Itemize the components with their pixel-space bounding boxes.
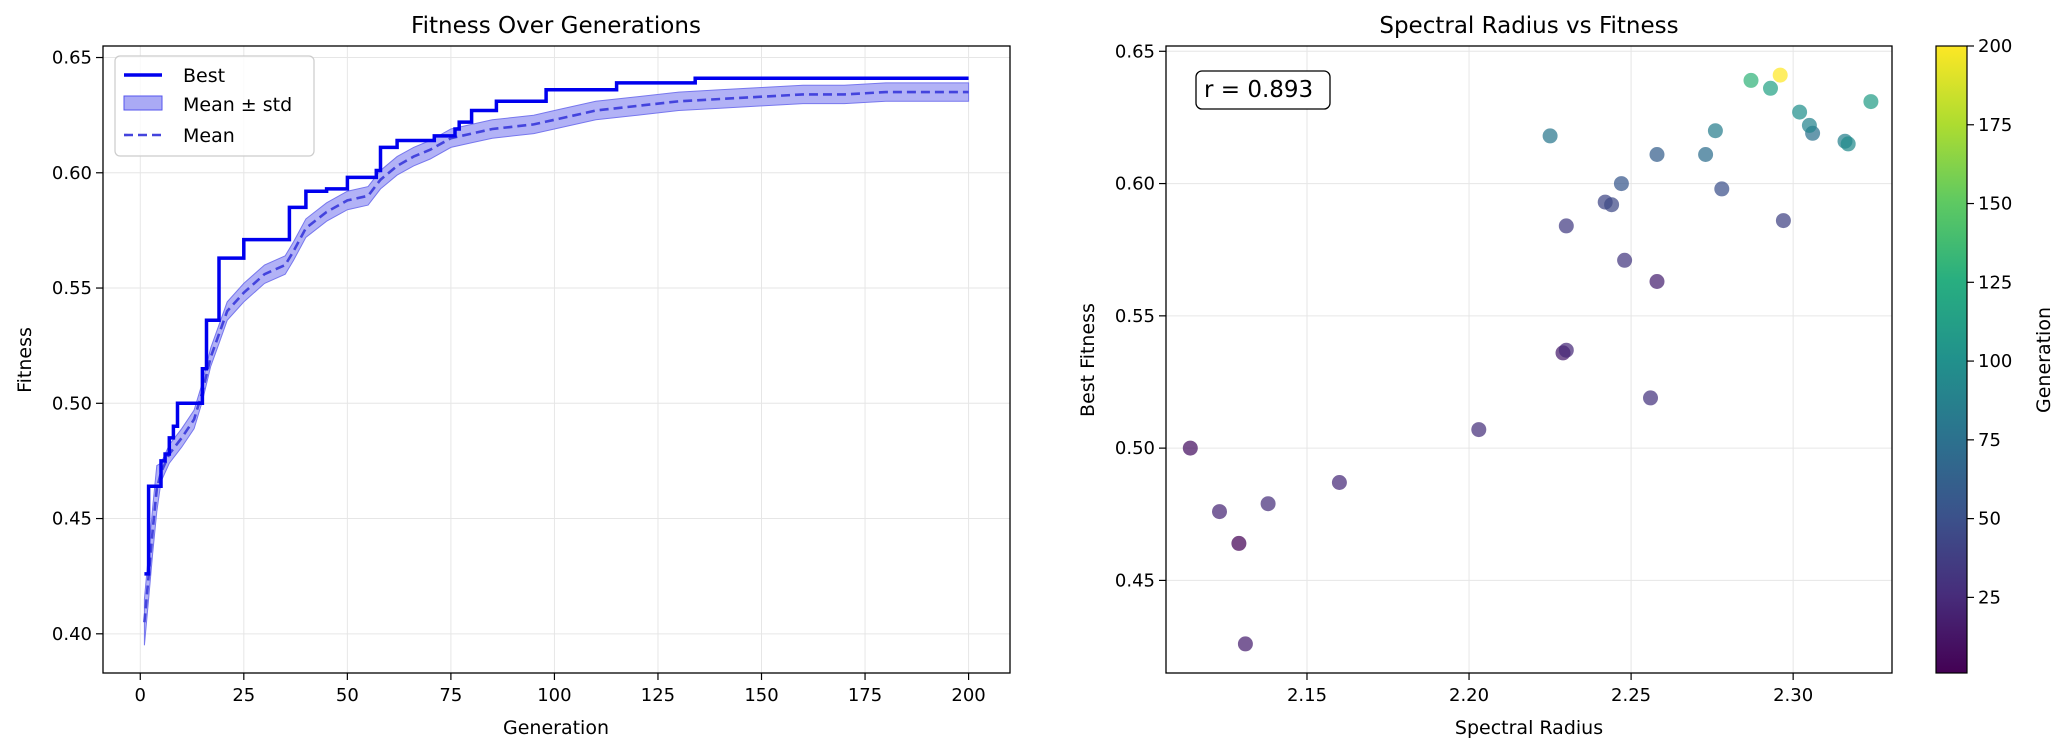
- colorbar: 25 50 75 100 125 150 175 200 Generation: [1935, 36, 2055, 674]
- colorbar-tick-label: 100: [1978, 351, 2012, 372]
- legend-band-label: Mean ± std: [183, 94, 292, 116]
- scatter-point: [1792, 104, 1808, 120]
- grid: [1166, 46, 1892, 673]
- scatter-point: [1801, 117, 1817, 133]
- y-axis-label: Fitness: [14, 327, 36, 393]
- scatter-point: [1617, 252, 1633, 268]
- colorbar-tick-label: 125: [1978, 272, 2012, 293]
- legend: Best Mean ± std Mean: [114, 55, 315, 157]
- scatter-point: [1231, 535, 1247, 551]
- colorbar-tick-label: 200: [1978, 36, 2012, 57]
- y-tick-label: 0.60: [1115, 174, 1155, 195]
- colorbar-gradient: [1935, 45, 1968, 674]
- axis-ticks: 0 25 50 75 100 125 150 175 200 0.40 0.45 0.50 0.55 0.…: [52, 48, 986, 706]
- colorbar-tick-label: 25: [1978, 587, 2001, 608]
- x-tick-label: 2.20: [1449, 685, 1489, 706]
- plot-frame: [1165, 45, 1893, 674]
- mean-line: [143, 90, 969, 623]
- plot-frame: [102, 45, 1011, 674]
- colorbar-tick-label: 50: [1978, 509, 2001, 530]
- x-tick-label: 0: [135, 685, 146, 706]
- colorbar-tick-label: 75: [1978, 430, 2001, 451]
- scatter-point: [1331, 475, 1347, 490]
- scatter-point: [1542, 128, 1558, 144]
- scatter-point: [1471, 422, 1487, 438]
- scatter-point: [1212, 504, 1227, 520]
- y-tick-label: 0.40: [52, 624, 92, 645]
- x-tick-label: 125: [641, 685, 675, 706]
- scatter-point: [1707, 123, 1723, 139]
- scatter-point: [1613, 176, 1629, 192]
- colorbar-ticks: 25 50 75 100 125 150 175 200: [1967, 36, 2012, 608]
- legend-band-swatch: [123, 95, 163, 111]
- scatter-point: [1714, 181, 1730, 197]
- x-tick-label: 2.30: [1773, 685, 1813, 706]
- scatter-point: [1775, 213, 1791, 229]
- annotation-box: [1195, 70, 1331, 110]
- scatter-point: [1182, 440, 1198, 456]
- colorbar-tick-label: 150: [1978, 194, 2012, 215]
- x-tick-label: 175: [848, 685, 882, 706]
- colorbar-label: Generation: [2033, 307, 2055, 413]
- legend-best-label: Best: [183, 65, 225, 87]
- plot-marks: [1182, 67, 1879, 652]
- scatter-point: [1649, 274, 1665, 289]
- mean-std-band: [143, 82, 970, 646]
- correlation-annotation: r = 0.893: [1195, 70, 1331, 110]
- x-tick-label: 50: [336, 685, 359, 706]
- scatter-point: [1763, 80, 1778, 96]
- scatter-point: [1558, 218, 1574, 234]
- scatter-point: [1863, 94, 1879, 110]
- x-tick-label: 25: [232, 685, 255, 706]
- x-tick-label: 150: [744, 685, 778, 706]
- best-line: [144, 76, 969, 576]
- x-tick-label: 100: [537, 685, 571, 706]
- x-tick-label: 2.15: [1287, 685, 1327, 706]
- x-tick-label: 200: [951, 685, 985, 706]
- scatter-point: [1604, 197, 1620, 213]
- scatter-point: [1260, 496, 1276, 512]
- legend-box: [114, 55, 315, 157]
- y-tick-label: 0.55: [1115, 306, 1155, 327]
- x-axis-label: Spectral Radius: [1455, 717, 1603, 739]
- chart-title: Fitness Over Generations: [411, 13, 701, 39]
- y-tick-label: 0.45: [1115, 570, 1155, 591]
- y-tick-label: 0.50: [52, 393, 92, 414]
- scatter-point: [1643, 390, 1658, 406]
- x-tick-label: 75: [439, 685, 462, 706]
- scatter-point: [1840, 136, 1856, 152]
- y-tick-label: 0.65: [1115, 41, 1155, 62]
- y-axis-label: Best Fitness: [1077, 303, 1099, 417]
- spectral-radius-vs-fitness-chart: 2.15 2.20 2.25 2.30 0.45 0.50 0.55 0.60 0.65 Spe…: [1077, 13, 2055, 739]
- chart-title: Spectral Radius vs Fitness: [1379, 13, 1678, 39]
- scatter-point: [1237, 636, 1253, 652]
- scatter-point: [1698, 147, 1714, 162]
- scatter-point: [1772, 67, 1788, 83]
- fitness-over-generations-chart: 0 25 50 75 100 125 150 175 200 0.40 0.45 0.50 0.55 0.…: [14, 13, 1011, 739]
- plot-marks: [143, 76, 970, 646]
- grid: [103, 46, 1010, 673]
- y-tick-label: 0.55: [52, 278, 92, 299]
- scatter-point: [1558, 342, 1574, 358]
- colorbar-tick-label: 175: [1978, 115, 2012, 136]
- y-tick-label: 0.60: [52, 163, 92, 184]
- y-tick-label: 0.65: [52, 48, 92, 69]
- annotation-text: r = 0.893: [1204, 77, 1313, 103]
- y-tick-label: 0.45: [52, 509, 92, 530]
- scatter-point: [1743, 72, 1759, 88]
- scatter-point: [1649, 147, 1665, 162]
- legend-mean-label: Mean: [183, 125, 235, 147]
- x-tick-label: 2.25: [1611, 685, 1651, 706]
- y-tick-label: 0.50: [1115, 438, 1155, 459]
- x-axis-label: Generation: [503, 717, 609, 739]
- axis-ticks: 2.15 2.20 2.25 2.30 0.45 0.50 0.55 0.60 0.65: [1115, 41, 1813, 706]
